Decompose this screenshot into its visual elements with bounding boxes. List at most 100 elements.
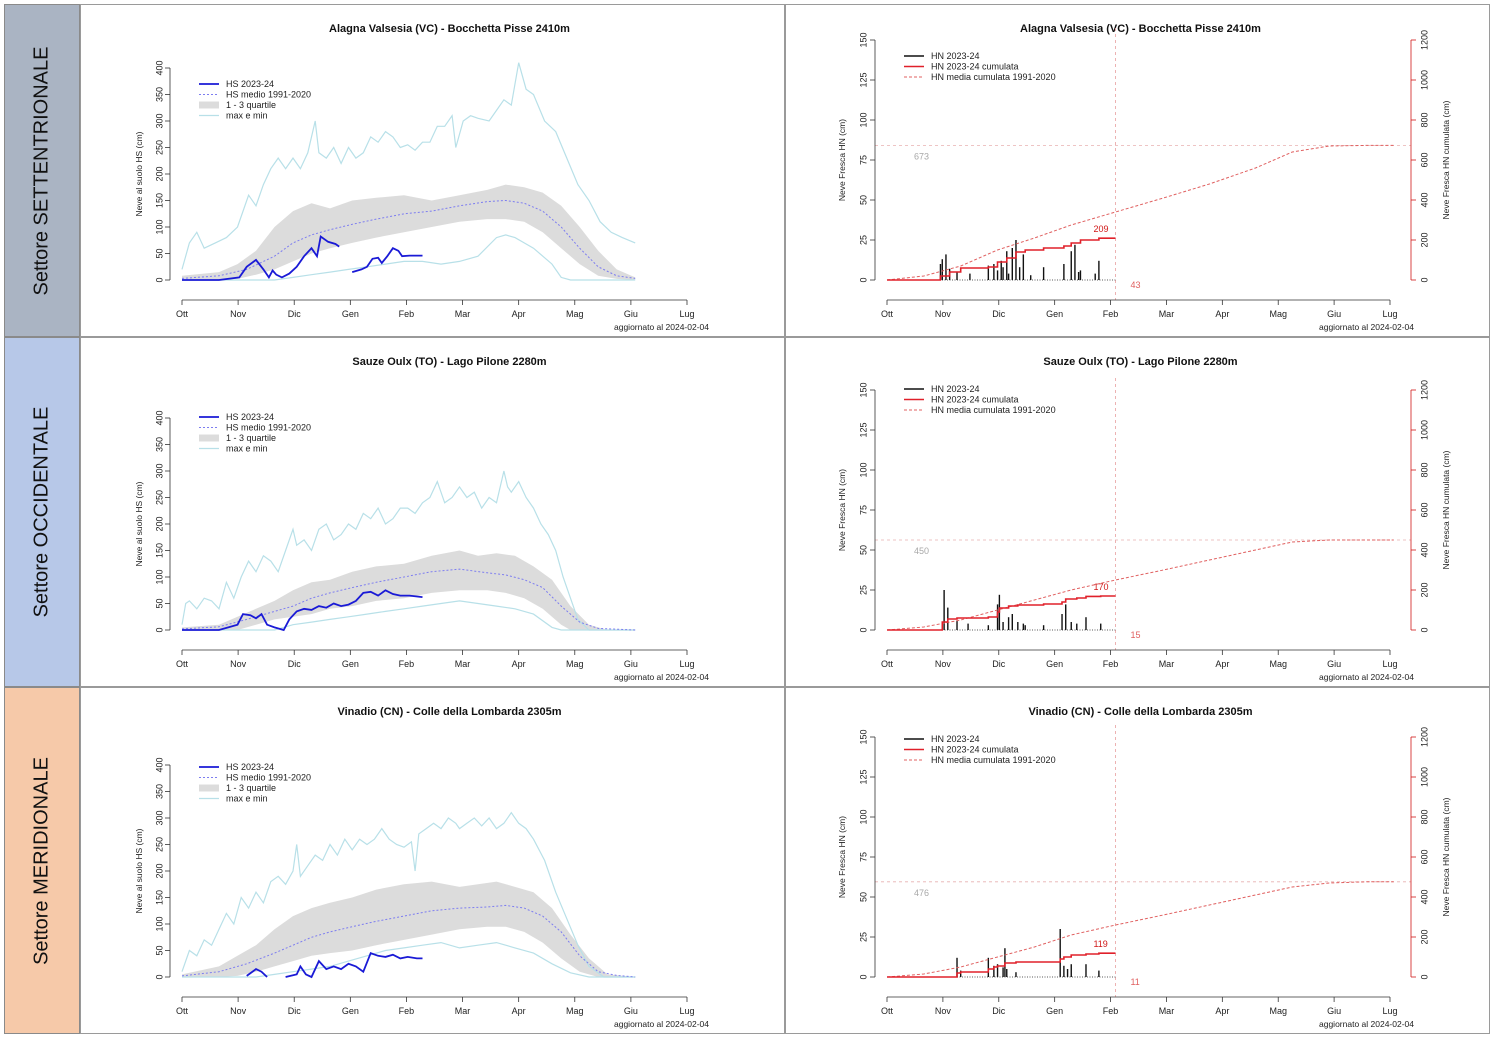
y-tick-label: 350 [154,784,164,799]
chart-title: Alagna Valsesia (VC) - Bocchetta Pisse 2… [329,23,570,35]
chart-panel-3: Sauze Oulx (TO) - Lago Pilone 2280m 170 45… [785,337,1490,687]
season-total-label: 119 [1093,939,1107,949]
x-tick-label: Mar [1159,309,1175,319]
season-total-label: 209 [1093,224,1108,234]
x-tick-label: Gen [342,659,359,669]
chart-title: Sauze Oulx (TO) - Lago Pilone 2280m [352,356,546,368]
hn-cumulative-line [887,237,1116,281]
sector-1: Settore OCCIDENTALE [4,337,80,687]
y-tick-label: 100 [858,809,868,824]
y-tick-label: 25 [858,932,868,942]
y-tick-label: 250 [154,837,164,852]
y2-tick-label: 1200 [1419,727,1429,747]
y-tick-label: 0 [154,974,164,979]
y2-axis-title: Neve Fresca HN cumulata (cm) [1441,797,1451,916]
hs-current-line [246,968,268,978]
mean-total-label: 450 [914,546,929,556]
y-tick-label: 400 [154,410,164,425]
y-tick-label: 150 [858,382,868,397]
days-label: 11 [1130,977,1139,987]
y-axis-title: Neve al suolo HS (cm) [134,481,144,566]
x-tick-label: Ott [176,309,189,319]
x-tick-label: Apr [512,309,526,319]
x-tick-label: Ott [176,1006,189,1016]
x-tick-label: Gen [342,1006,359,1016]
sector-2: Settore MERIDIONALE [4,687,80,1034]
y-tick-label: 0 [154,627,164,632]
y-tick-label: 300 [154,463,164,478]
legend-label: max e min [226,794,268,804]
legend-label: HN media cumulata 1991-2020 [931,405,1056,415]
x-tick-label: Ott [881,309,894,319]
x-tick-label: Ott [881,1006,894,1016]
y2-tick-label: 400 [1419,542,1429,557]
y2-tick-label: 800 [1419,809,1429,824]
x-tick-label: Dic [992,1006,1005,1016]
legend-label: 1 - 3 quartile [226,783,276,793]
y-tick-label: 50 [858,892,868,902]
chart-svg: Sauze Oulx (TO) - Lago Pilone 2280m 170 45… [837,356,1451,682]
x-tick-label: Nov [230,659,247,669]
y2-tick-label: 1000 [1419,767,1429,787]
y2-tick-label: 0 [1419,974,1429,979]
y2-tick-label: 1200 [1419,380,1429,400]
y-tick-label: 0 [154,277,164,282]
x-tick-label: Gen [1046,659,1063,669]
y-tick-label: 200 [154,863,164,878]
y-tick-label: 150 [858,32,868,47]
x-tick-label: Dic [288,1006,301,1016]
x-tick-label: Lug [679,1006,694,1016]
x-tick-label: Dic [288,309,301,319]
hn-mean-cumulative-line [886,144,1394,281]
y-tick-label: 350 [154,87,164,102]
y-tick-label: 150 [154,890,164,905]
x-tick-label: Ott [881,659,894,669]
y2-tick-label: 0 [1419,627,1429,632]
y2-tick-label: 1200 [1419,30,1429,50]
sector-label-text: Settore SETTENTRIONALE [30,46,53,295]
min-line [182,600,636,631]
updated-label: aggiornato al 2024-02-04 [614,322,709,332]
y-tick-label: 0 [858,277,868,282]
hn-cumulative-line [887,952,1116,978]
y2-tick-label: 400 [1419,889,1429,904]
x-tick-label: Mar [455,659,471,669]
quartile-band [182,550,636,630]
y-tick-label: 250 [154,140,164,155]
y-tick-label: 25 [858,585,868,595]
hs-mean-line [181,904,636,978]
y-tick-label: 200 [154,516,164,531]
quartile-band [182,881,636,977]
y2-tick-label: 800 [1419,462,1429,477]
y2-tick-label: 200 [1419,232,1429,247]
x-tick-label: Apr [1215,1006,1229,1016]
y-axis-title: Neve al suolo HS (cm) [134,131,144,216]
y2-tick-label: 1000 [1419,420,1429,440]
y-tick-label: 150 [858,729,868,744]
updated-label: aggiornato al 2024-02-04 [1319,322,1414,332]
x-tick-label: Lug [1382,1006,1397,1016]
y-tick-label: 75 [858,155,868,165]
chart-title: Vinadio (CN) - Colle della Lombarda 2305… [1028,706,1252,718]
x-tick-label: Mag [566,659,584,669]
legend-label: HN 2023-24 cumulata [931,395,1019,405]
legend-label: HN 2023-24 [931,51,980,61]
x-tick-label: Giu [1327,659,1341,669]
x-tick-label: Dic [992,659,1005,669]
hn-mean-cumulative-line [886,539,1394,631]
mean-total-label: 476 [914,888,929,898]
x-tick-label: Lug [1382,309,1397,319]
y-tick-label: 125 [858,769,868,784]
y2-tick-label: 600 [1419,152,1429,167]
y-tick-label: 100 [154,219,164,234]
legend-label: HS 2023-24 [226,412,274,422]
x-tick-label: Dic [288,659,301,669]
x-tick-label: Nov [935,309,952,319]
y-tick-label: 50 [858,195,868,205]
y-tick-label: 125 [858,422,868,437]
chart-panel-1: Alagna Valsesia (VC) - Bocchetta Pisse 2… [785,4,1490,337]
sector-label-text: Settore OCCIDENTALE [30,406,53,618]
